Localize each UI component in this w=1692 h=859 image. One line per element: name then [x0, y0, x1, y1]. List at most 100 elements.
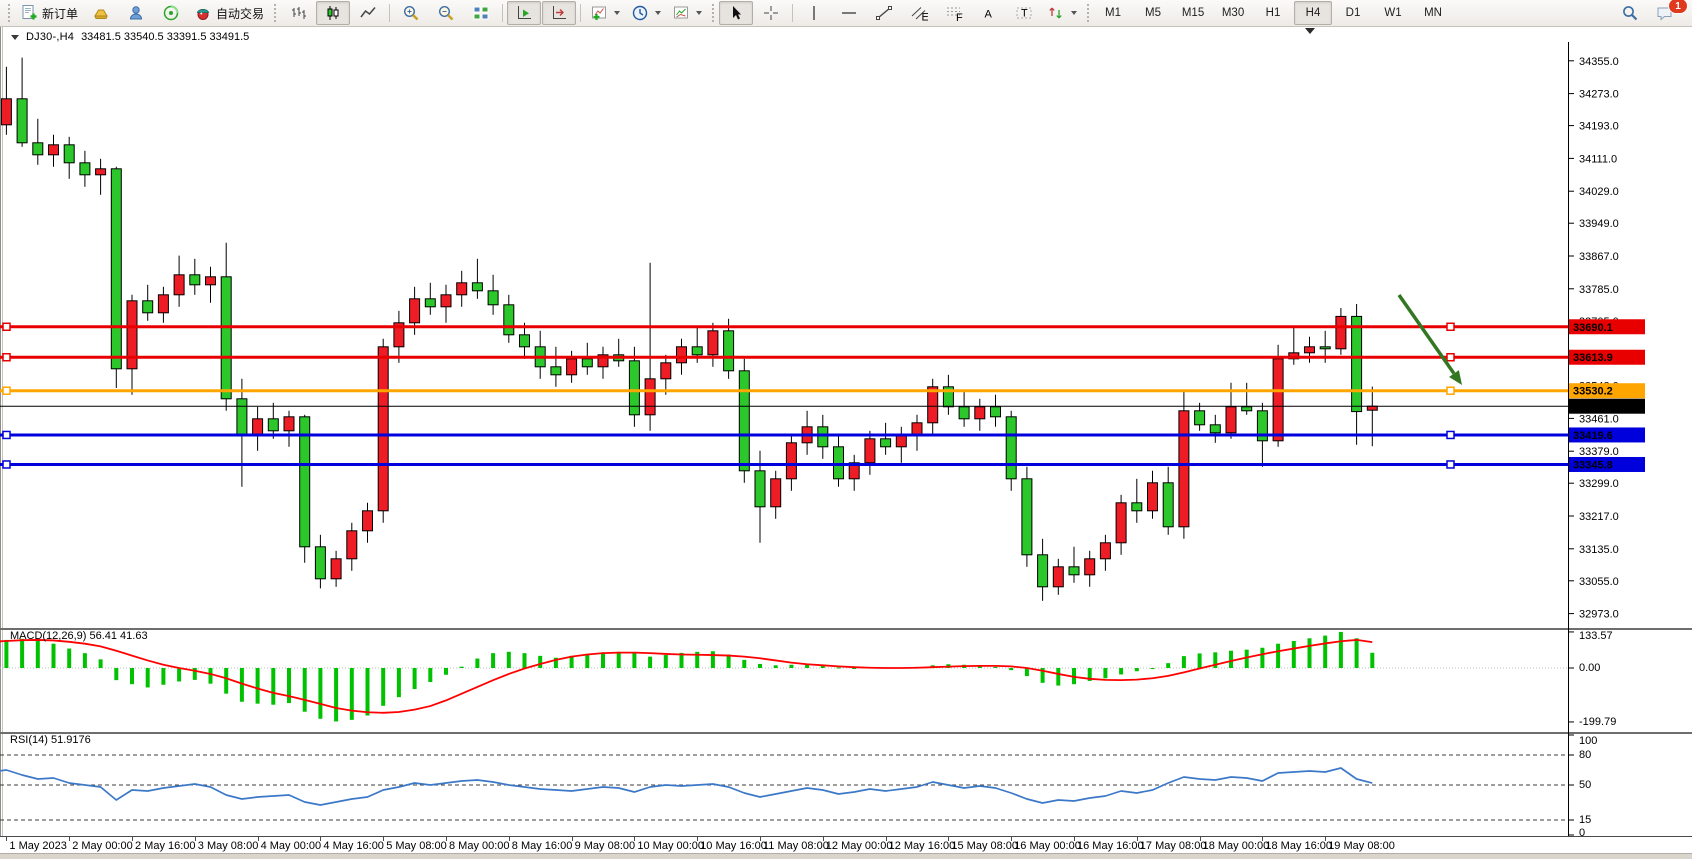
timeframe-mn-button[interactable]: MN	[1424, 7, 1442, 19]
chart-end-marker-icon[interactable]	[1305, 28, 1315, 34]
rsi-indicator-panel[interactable]: 100 80 50 150	[0, 732, 1692, 836]
text-tool-button[interactable]: A	[972, 1, 1006, 25]
arrows-tool-button[interactable]	[1042, 1, 1082, 25]
notification-badge: 1	[1668, 0, 1688, 14]
toolbar-separator	[389, 4, 391, 22]
window-bottom-edge	[0, 853, 1692, 859]
horizontal-line-tool-button[interactable]	[832, 1, 866, 25]
svg-text:33345.8: 33345.8	[1573, 459, 1613, 471]
zoom-in-icon	[404, 5, 419, 21]
candlestick-icon	[327, 6, 339, 20]
svg-text:0: 0	[1579, 827, 1585, 836]
time-axis-tick	[760, 837, 761, 841]
time-axis-tick	[571, 837, 573, 841]
time-axis-tick	[194, 837, 196, 841]
macd-label: MACD(12,26,9) 56.41 41.63	[10, 630, 148, 642]
templates-button[interactable]	[667, 1, 707, 25]
time-axis-tick	[320, 837, 322, 841]
timeframe-h1-button[interactable]: H1	[1265, 7, 1281, 19]
time-axis-label: 9 May 08:00	[574, 840, 636, 852]
autotrading-button[interactable]: 自动交易	[189, 1, 269, 25]
time-axis-tick	[69, 837, 71, 841]
time-axis-label: 17 May 08:00	[1139, 840, 1207, 852]
svg-text:33867.0: 33867.0	[1579, 251, 1619, 263]
toolbar-separator	[792, 4, 794, 22]
main-price-chart[interactable]: 34355.0 34273.0 34193.0 34111.0 34029.0 33949…	[0, 42, 1692, 628]
candlestick-chart-button[interactable]	[316, 1, 351, 25]
time-axis-tick	[1074, 837, 1075, 841]
svg-text:33461.0: 33461.0	[1579, 413, 1619, 425]
time-axis-label: 16 May 00:00	[1014, 840, 1081, 852]
toolbar-grip	[274, 4, 277, 22]
timeframe-m30-button[interactable]: M30	[1221, 7, 1245, 19]
svg-text:0.00: 0.00	[1579, 662, 1600, 674]
time-axis[interactable]: 1 May 2023 2 May 00:00 2 May 16:00 3 May 08…	[0, 836, 1692, 854]
market-watch-button[interactable]	[84, 1, 118, 25]
fibonacci-tool-button[interactable]: F	[937, 1, 971, 25]
line-chart-button[interactable]	[351, 1, 385, 25]
svg-text:34193.0: 34193.0	[1579, 121, 1619, 133]
svg-text:33949.0: 33949.0	[1579, 218, 1619, 230]
time-axis-tick	[1325, 837, 1327, 841]
svg-text:33135.0: 33135.0	[1579, 544, 1619, 556]
svg-text:34273.0: 34273.0	[1579, 89, 1619, 101]
time-axis-tick	[634, 837, 636, 841]
time-axis-label: 1 May 2023	[9, 840, 67, 852]
auto-scroll-icon	[518, 6, 532, 19]
clock-icon	[632, 5, 648, 21]
timeframe-d1-button[interactable]: D1	[1345, 7, 1361, 19]
macd-indicator-panel[interactable]: 133.57 0.00 -199.79	[0, 628, 1692, 732]
symbol-dropdown-icon[interactable]	[11, 34, 19, 40]
notifications-button[interactable]: 1	[1648, 0, 1688, 25]
timeframe-m1-button[interactable]: M1	[1105, 7, 1122, 19]
time-axis-label: 10 May 16:00	[700, 840, 767, 852]
auto-scroll-button[interactable]	[507, 1, 542, 25]
search-button[interactable]	[1613, 1, 1647, 25]
channel-tool-button[interactable]: E	[902, 1, 936, 25]
time-axis-tick	[132, 837, 133, 841]
svg-text:34029.0: 34029.0	[1579, 186, 1619, 198]
vertical-line-tool-button[interactable]	[797, 1, 831, 25]
zoom-out-button[interactable]	[429, 1, 463, 25]
chart-shift-button[interactable]	[542, 1, 577, 25]
crosshair-icon	[764, 6, 779, 20]
crosshair-tool-button[interactable]	[754, 1, 788, 25]
timeframe-group: M1 M5 M15 M30 H1 H4 D1 W1 MN	[1094, 1, 1452, 25]
svg-text:133.57: 133.57	[1579, 630, 1613, 642]
time-axis-tick	[1136, 837, 1138, 841]
timeframe-m5-button[interactable]: M5	[1145, 7, 1162, 19]
timeframe-h4-button[interactable]: H4	[1294, 1, 1333, 25]
time-axis-label: 19 May 08:00	[1328, 840, 1395, 852]
trendline-tool-button[interactable]	[867, 1, 901, 25]
time-axis-tick	[1262, 837, 1264, 841]
gold-icon	[94, 9, 108, 19]
zoom-in-button[interactable]	[394, 1, 428, 25]
timeframe-m15-button[interactable]: M15	[1181, 7, 1205, 19]
bar-chart-button[interactable]	[281, 1, 315, 25]
time-axis-tick	[446, 837, 447, 841]
time-axis-tick	[948, 837, 950, 841]
new-order-label: 新订单	[42, 6, 79, 21]
time-axis-label: 2 May 00:00	[72, 840, 133, 852]
search-icon	[1623, 6, 1638, 21]
timeframe-w1-button[interactable]: W1	[1384, 7, 1402, 19]
radar-icon	[163, 5, 179, 21]
tile-windows-button[interactable]	[464, 1, 498, 25]
new-order-button[interactable]: 新订单	[15, 1, 83, 25]
text-label-tool-button[interactable]: T	[1007, 1, 1041, 25]
chart-title: DJ30-,H4 33481.5 33540.5 33391.5 33491.5	[11, 31, 249, 43]
time-axis-tick	[257, 837, 259, 841]
toolbar-grip	[712, 4, 715, 22]
periods-button[interactable]	[626, 1, 666, 25]
time-axis-tick	[1011, 837, 1013, 841]
indicators-button[interactable]	[585, 1, 625, 25]
cursor-tool-button[interactable]	[719, 1, 754, 25]
chevron-down-icon	[614, 11, 621, 15]
signals-button[interactable]	[154, 1, 188, 25]
autotrading-label: 自动交易	[216, 6, 265, 21]
svg-text:34355.0: 34355.0	[1579, 56, 1619, 68]
svg-text:33055.0: 33055.0	[1579, 576, 1619, 588]
community-button[interactable]	[119, 1, 153, 25]
toolbar-grip	[8, 4, 10, 22]
toolbar-separator	[502, 4, 504, 22]
